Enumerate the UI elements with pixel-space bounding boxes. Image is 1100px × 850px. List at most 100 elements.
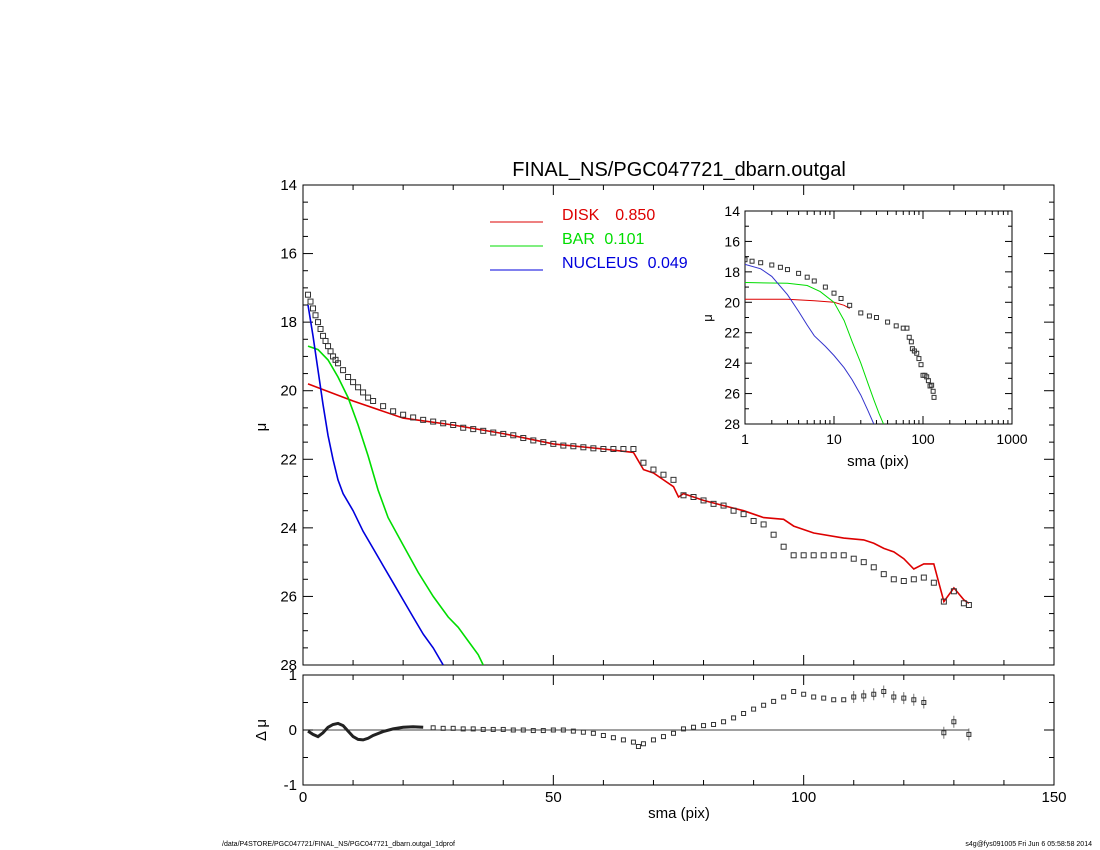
- data-point: [370, 398, 377, 404]
- data-point: [410, 414, 417, 421]
- main-profile-panel: FINAL_NS/PGC047721_dbarn.outgal 14 16 18 20…: [253, 159, 1055, 674]
- residual-point: [510, 727, 516, 733]
- inset-data-point: [916, 356, 922, 362]
- residual-point: [600, 733, 606, 738]
- data-point: [320, 332, 327, 339]
- data-point: [312, 312, 319, 319]
- inset-series-line: [745, 298, 850, 309]
- residual-point: [440, 725, 446, 731]
- inset-y-tick-label: 22: [724, 325, 740, 341]
- inset-x-tick-label: 1: [741, 431, 749, 447]
- inset-y-tick-label: 14: [724, 203, 740, 219]
- data-point: [910, 576, 917, 583]
- residual-series: [303, 685, 972, 749]
- data-point: [560, 442, 567, 449]
- inset-data-point: [847, 302, 853, 308]
- residual-point: [580, 729, 586, 735]
- data-point: [490, 429, 497, 436]
- data-point: [680, 492, 687, 499]
- data-point: [470, 426, 477, 433]
- data-point: [660, 471, 667, 478]
- inset-y-axis-label: μ: [700, 314, 715, 322]
- residual-point: [430, 725, 436, 731]
- residual-point: [460, 726, 466, 732]
- data-point: [720, 502, 727, 509]
- residual-point: [530, 728, 536, 734]
- data-point: [350, 379, 357, 386]
- residual-point: [590, 730, 596, 736]
- series-line-nucleus: [307, 304, 444, 665]
- data-point: [440, 420, 447, 427]
- inset-data-point: [885, 319, 891, 325]
- data-point: [500, 430, 507, 437]
- residual-point: [966, 731, 972, 737]
- data-point: [830, 552, 837, 559]
- data-point: [580, 444, 587, 451]
- residual-point: [701, 723, 707, 729]
- data-point: [340, 367, 347, 374]
- data-point: [335, 360, 342, 367]
- residual-point: [831, 697, 837, 703]
- data-point: [740, 511, 747, 518]
- inset-data-point: [777, 264, 783, 270]
- residual-point: [610, 735, 616, 741]
- inset-data-point: [925, 378, 931, 384]
- data-point: [510, 432, 517, 439]
- data-point: [317, 326, 324, 332]
- inset-series-line: [745, 282, 884, 424]
- data-point: [450, 422, 457, 428]
- data-point: [390, 408, 397, 415]
- residual-point: [891, 694, 897, 700]
- residual-point: [751, 706, 757, 712]
- data-point: [315, 319, 322, 326]
- y-tick-label: 18: [280, 314, 297, 331]
- data-point: [860, 559, 867, 566]
- inset-data-point: [929, 382, 935, 388]
- inset-data-point: [784, 267, 790, 273]
- x-tick-label: 150: [1041, 789, 1066, 806]
- inset-data-point: [908, 339, 914, 345]
- footer-file-path: /data/P4STORE/PGC047721/FINAL_NS/PGC0477…: [222, 841, 455, 848]
- residual-point: [650, 737, 656, 743]
- inset-data-point: [758, 260, 764, 266]
- data-point: [965, 602, 972, 608]
- residual-point: [470, 726, 476, 732]
- data-point: [930, 579, 937, 586]
- data-point: [690, 494, 697, 500]
- residual-point: [711, 722, 717, 727]
- data-point: [590, 445, 597, 452]
- residual-point: [681, 726, 687, 732]
- inset-data-point: [822, 284, 828, 290]
- data-point: [630, 446, 637, 452]
- inset-axis-ticks: 14 16 18 20 22 24 26 281 10 100 1000: [724, 203, 1027, 447]
- data-point: [760, 521, 767, 528]
- data-point: [550, 440, 557, 447]
- data-point: [460, 424, 467, 431]
- inset-data-point: [904, 325, 910, 331]
- data-point: [850, 555, 857, 562]
- footer-timestamp: s4g@fys091005 Fri Jun 6 05:58:58 2014: [965, 841, 1092, 848]
- legend-label-nucleus: NUCLEUS: [562, 255, 638, 272]
- residual-point: [570, 728, 576, 734]
- residual-point: [691, 724, 697, 730]
- series-line-bar: [307, 345, 484, 665]
- residual-y-axis-label: Δ μ: [253, 719, 270, 741]
- data-point: [380, 403, 387, 410]
- inset-x-axis-label: sma (pix): [847, 453, 909, 470]
- inset-data-point: [838, 295, 844, 301]
- inset-data-point: [796, 270, 802, 276]
- data-point: [730, 507, 737, 514]
- data-point: [940, 598, 947, 605]
- inset-data-point: [873, 315, 879, 320]
- y-tick-label: 22: [280, 451, 297, 468]
- residual-oscillation: [307, 721, 424, 742]
- inset-series-line: [745, 263, 875, 424]
- residual-point: [851, 694, 857, 700]
- residual-point: [721, 719, 727, 725]
- inset-y-tick-label: 16: [724, 233, 740, 249]
- inset-data-point: [931, 394, 937, 400]
- residual-point: [620, 737, 626, 743]
- data-point: [325, 343, 332, 350]
